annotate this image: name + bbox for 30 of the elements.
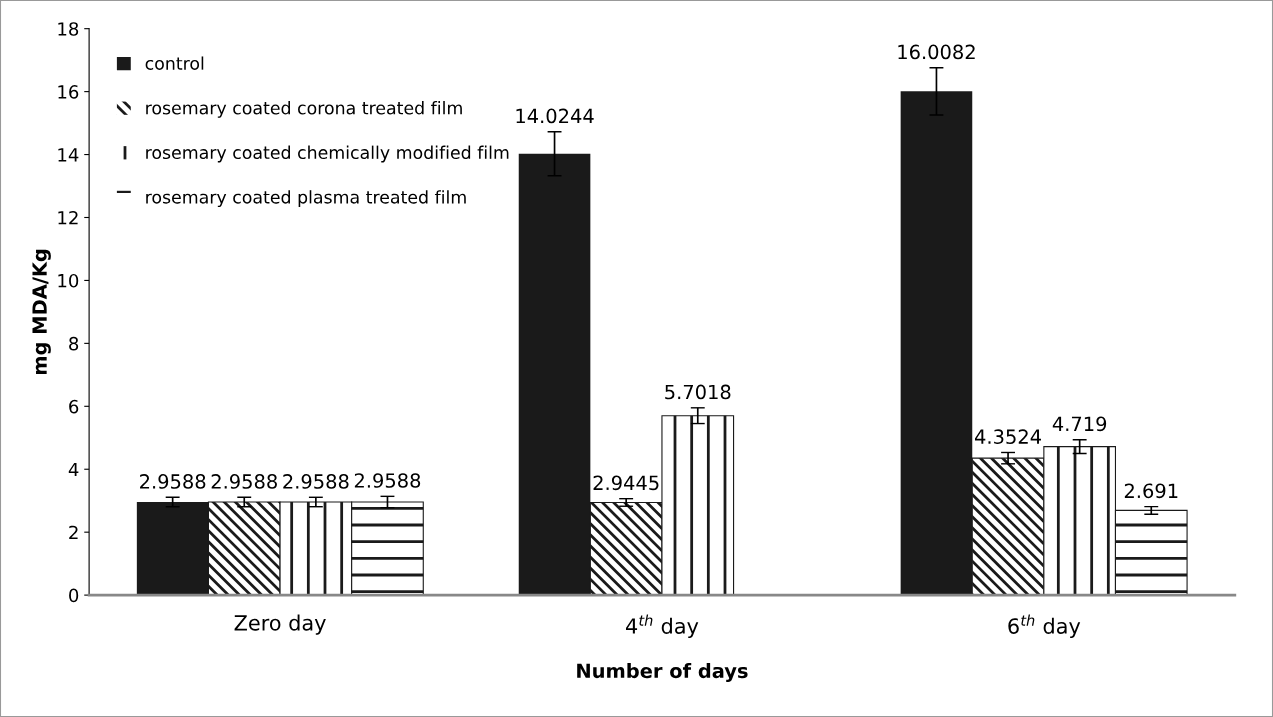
legend-label: rosemary coated plasma treated film [146, 190, 466, 207]
y-tick-label: 18 [58, 22, 79, 36]
y-tick-label: 12 [58, 210, 78, 225]
legend-label: rosemary coated chemically modified film [146, 145, 509, 163]
data-label: 2.9445 [593, 475, 659, 491]
y-tick-label: 0 [69, 588, 79, 603]
legend-label: rosemary coated corona treated film [146, 101, 462, 118]
x-tick-label: 6$^{th}$ day [1008, 614, 1081, 638]
y-tick-label: 4 [68, 462, 79, 477]
data-label: 2.9588 [283, 474, 349, 489]
data-label: 2.9588 [140, 474, 206, 489]
y-tick-label: 6 [69, 399, 79, 414]
y-tick-label: 14 [58, 148, 79, 162]
x-axis-title: Number of days [577, 663, 748, 683]
data-label: 4.719 [1052, 416, 1107, 432]
y-tick-label: 2 [69, 525, 78, 540]
y-tick-label: 8 [69, 336, 79, 351]
x-tick-label: Zero day [234, 614, 326, 635]
data-label: 4.3524 [974, 429, 1041, 444]
y-tick-label: 10 [58, 273, 79, 288]
data-label: 16.0082 [898, 44, 975, 60]
data-label: 5.7018 [665, 384, 731, 400]
data-label: 2.9588 [211, 474, 277, 489]
data-label: 2.9588 [354, 473, 421, 488]
legend-label: control [145, 56, 204, 70]
x-tick-label: 4$^{th}$ day [626, 614, 699, 638]
data-label: 2.691 [1124, 483, 1178, 499]
y-tick-label: 16 [58, 85, 79, 99]
y-axis-title: mg MDA/Kg [32, 249, 51, 375]
data-label: 14.0244 [516, 108, 594, 124]
